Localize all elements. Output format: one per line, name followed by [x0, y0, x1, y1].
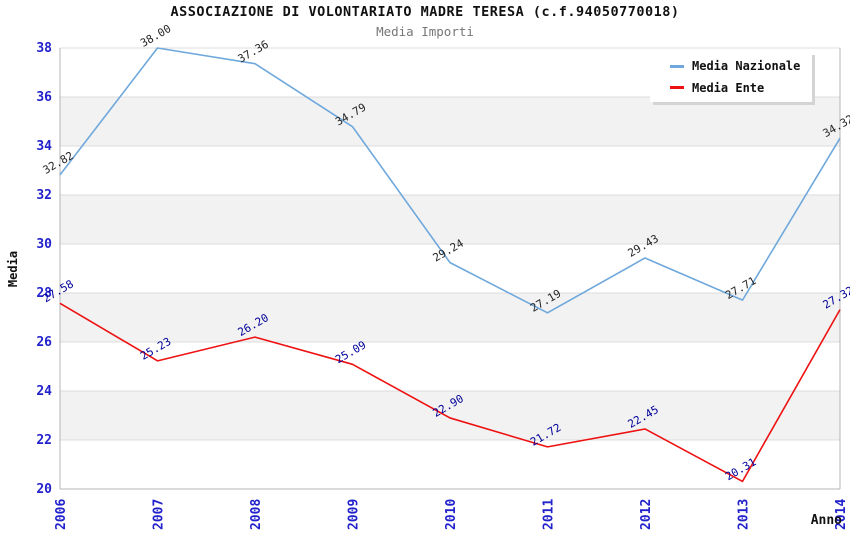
x-tick-label: 2010 [444, 499, 459, 530]
legend-label: Media Nazionale [692, 59, 801, 74]
y-tick-label: 20 [36, 482, 52, 497]
y-axis-title: Media [6, 250, 21, 288]
y-tick-label: 32 [36, 188, 52, 203]
x-tick-label: 2006 [54, 499, 69, 530]
y-tick-label: 24 [36, 384, 52, 399]
x-tick-label: 2012 [639, 499, 654, 530]
plot-band [60, 195, 840, 244]
y-tick-label: 28 [36, 286, 52, 301]
plot-band [60, 293, 840, 342]
y-tick-label: 22 [36, 433, 52, 448]
legend-marker [670, 64, 684, 68]
value-label: 25.09 [333, 338, 368, 366]
x-tick-label: 2009 [347, 499, 362, 530]
x-tick-label: 2014 [834, 499, 849, 530]
x-tick-label: 2013 [737, 499, 752, 530]
plot-band [60, 391, 840, 440]
value-label: 20.31 [723, 455, 758, 483]
x-tick-label: 2011 [542, 499, 557, 530]
x-tick-label: 2007 [152, 499, 167, 530]
legend-marker [670, 86, 684, 90]
legend-item: Media Ente [670, 81, 812, 95]
y-tick-label: 36 [36, 90, 52, 105]
legend-label: Media Ente [692, 80, 765, 95]
value-label: 37.36 [236, 38, 271, 66]
y-tick-label: 30 [36, 237, 52, 252]
y-tick-label: 34 [36, 139, 52, 154]
value-label: 38.00 [138, 22, 173, 50]
legend: Media Nazionale Media Ente [650, 52, 812, 102]
y-tick-label: 26 [36, 335, 52, 350]
series-line-media-nazionale [59, 47, 841, 314]
y-tick-label: 38 [36, 41, 52, 56]
series-line-media-ente [59, 302, 841, 483]
x-axis-title: Anno [810, 513, 842, 528]
chart-subtitle: Media Importi [376, 24, 474, 39]
x-tick-label: 2008 [249, 499, 264, 530]
chart-title: ASSOCIAZIONE DI VOLONTARIATO MADRE TERES… [170, 4, 680, 20]
plot-band [60, 97, 840, 146]
legend-item: Media Nazionale [670, 59, 812, 73]
